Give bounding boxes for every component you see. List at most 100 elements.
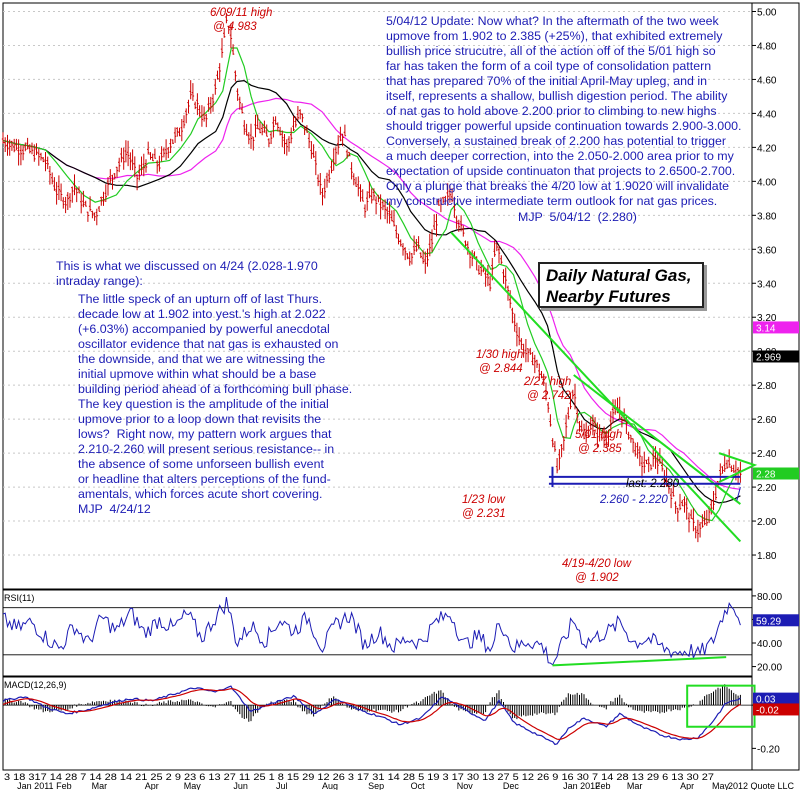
- macd-line: [2, 685, 741, 746]
- x-month-label: Feb: [56, 781, 72, 790]
- rsi-divergence-line: [552, 656, 727, 667]
- price-last-badge-text: 2.28: [756, 469, 776, 480]
- update-note-line: upmove from 1.902 to 2.385 (+25%), that …: [386, 29, 723, 43]
- discussion-intro-line: This is what we discussed on 4/24 (2.028…: [56, 259, 318, 273]
- discussion-body-line: building period ahead of a forthcoming b…: [78, 382, 353, 396]
- update-note-line: a much deeper correction, into the 2.050…: [386, 149, 734, 163]
- discussion-body-line: decade low at 1.902 into yest.'s high at…: [78, 307, 326, 321]
- y-tick-label: 4.40: [757, 109, 777, 120]
- macd-last-badge: [753, 703, 799, 716]
- y-tick-label: 4.80: [757, 41, 777, 52]
- x-month-label: Oct: [411, 781, 426, 790]
- y-tick-label: -0.20: [757, 744, 780, 755]
- y-tick-label: 1.80: [757, 551, 777, 562]
- discussion-body-line: oscillator evidence that nat gas is exha…: [78, 337, 339, 351]
- grid-lines: [3, 10, 756, 749]
- x-month-label: Feb: [595, 781, 611, 790]
- update-note-line: 5/04/12 Update: Now what? In the afterma…: [386, 14, 719, 28]
- discussion-intro-note: This is what we discussed on 4/24 (2.028…: [56, 259, 318, 289]
- coil-triangle: [718, 452, 758, 483]
- x-month-label: May: [184, 781, 202, 790]
- discussion-body-line: the absence of some unforseen bullish ev…: [78, 457, 324, 471]
- low-annotation: 4/19-4/20 low: [562, 558, 632, 570]
- discussion-body-line: (+6.03%) accompanied by powerful anecdot…: [78, 322, 330, 336]
- discussion-body-line: The little speck of an upturn off of las…: [78, 292, 323, 306]
- price-last-badge-text: 3.14: [756, 323, 776, 334]
- discussion-body-line: the downside, and that we are witnessing…: [78, 352, 326, 366]
- update-note-line: expectation of upside continuaton that p…: [386, 164, 736, 178]
- y-tick-label: 2.80: [757, 381, 777, 392]
- panel-frame: [2, 589, 753, 677]
- macd-last-badge: [753, 692, 799, 705]
- x-month-label: Aug: [322, 781, 338, 790]
- y-tick-label: 80.00: [757, 592, 782, 603]
- update-note-top: 5/04/12 Update: Now what? In the afterma…: [386, 14, 741, 209]
- rsi-last-badge: [753, 614, 799, 627]
- x-month-label: Sep: [368, 781, 384, 790]
- update-note-line: itself, represents a shallow, bullish di…: [386, 89, 728, 103]
- update-note-line: Conversely, a sustained break of 2.200 h…: [386, 134, 727, 148]
- update-note-line: my constructive intermediate term outloo…: [386, 194, 718, 208]
- range-arrow: [736, 486, 741, 501]
- rsi-panel-label: RSI(11): [4, 593, 34, 603]
- update-note-line: that has prepared 70% of the initial Apr…: [386, 74, 707, 88]
- y-tick-label: 3.60: [757, 245, 777, 256]
- y-tick-label: 5.00: [757, 7, 777, 18]
- price-last-badge: [753, 350, 799, 363]
- x-tick-labels: 3 18 317 14 28 7 14 28 14 21 25 2 9 23 6…: [4, 772, 714, 782]
- low-annotation: 1/23 low: [462, 494, 506, 506]
- y-tick-label: 4.20: [757, 143, 777, 154]
- discussion-body-line: lows? Right now, my pattern work argues …: [78, 427, 332, 441]
- high-annotation: @ 4.983: [213, 21, 257, 33]
- x-month-label: Jul: [276, 781, 288, 790]
- high-annotation: 1/30 high: [476, 349, 523, 361]
- x-month-label: Nov: [457, 781, 474, 790]
- x-month-label: Jun: [233, 781, 248, 790]
- secondary-trend-line: [573, 374, 741, 505]
- x-month-label: Mar: [627, 781, 643, 790]
- y-tick-label: 4.60: [757, 75, 777, 86]
- discussion-body-line: initial upmove within what should be a b…: [78, 367, 317, 381]
- copyright-label: 2012 Quote LLC: [728, 781, 795, 790]
- y-tick-label: 2.40: [757, 449, 777, 460]
- macd-histogram: [2, 684, 741, 722]
- y-tick-label: 40.00: [757, 639, 782, 650]
- y-tick-label: 2.20: [757, 483, 777, 494]
- chart-title-box: Daily Natural Gas, Nearby Futures: [538, 262, 704, 308]
- rsi-line: [2, 597, 741, 666]
- discussion-body-line: The key question is the amplitude of the…: [78, 397, 329, 411]
- x-month-label: Dec: [503, 781, 520, 790]
- macd-last-badge-text: -0.02: [756, 705, 779, 716]
- discussion-body-note: The little speck of an upturn off of las…: [78, 292, 352, 517]
- price-last-badge: [753, 467, 799, 480]
- discussion-body-line: amentals, which forces acute short cover…: [78, 487, 323, 501]
- x-month-label: Mar: [92, 781, 108, 790]
- resistance-range-annotation: 2.260 - 2.220: [599, 494, 668, 506]
- update-note-line: far has taken the form of a coil type of…: [386, 59, 712, 73]
- y-tick-label: 2.00: [757, 517, 777, 528]
- macd-signal-line: [2, 688, 741, 741]
- discussion-body-line: MJP 4/24/12: [78, 502, 151, 516]
- update-note-line: bullish price strucutre, all of the acti…: [386, 44, 716, 58]
- update-note-signature: MJP 5/04/12 (2.280): [518, 210, 637, 224]
- chart-title-line-1: Daily Natural Gas,: [546, 266, 692, 285]
- last-price-annotation: last: 2.280: [626, 478, 680, 490]
- macd-panel-label: MACD(12,26,9): [4, 680, 67, 690]
- chart-title-line-2: Nearby Futures: [546, 287, 671, 306]
- x-month-label: Jan 2012: [563, 781, 600, 790]
- y-tick-label: 2.60: [757, 415, 777, 426]
- discussion-body-line: upmove prior to a loop down that revisit…: [78, 412, 322, 426]
- update-note-line: Only a plunge that breaks the 4/20 low a…: [386, 179, 730, 193]
- price-last-badge: [753, 321, 799, 334]
- update-note-line: of nat gas to hold above 2.200 prior to …: [386, 104, 717, 118]
- x-month-label: Apr: [145, 781, 159, 790]
- downtrend-line: [450, 231, 742, 543]
- high-annotation: @ 2.385: [578, 443, 622, 455]
- y-tick-label: 3.20: [757, 313, 777, 324]
- discussion-body-line: 2.210-2.260 will present serious resista…: [78, 442, 335, 456]
- chart-panels: [2, 2, 800, 771]
- high-annotation: 5/01 high: [575, 429, 622, 441]
- price-last-badge-text: 2.969: [756, 352, 781, 363]
- y-tick-label: 20.00: [757, 663, 782, 674]
